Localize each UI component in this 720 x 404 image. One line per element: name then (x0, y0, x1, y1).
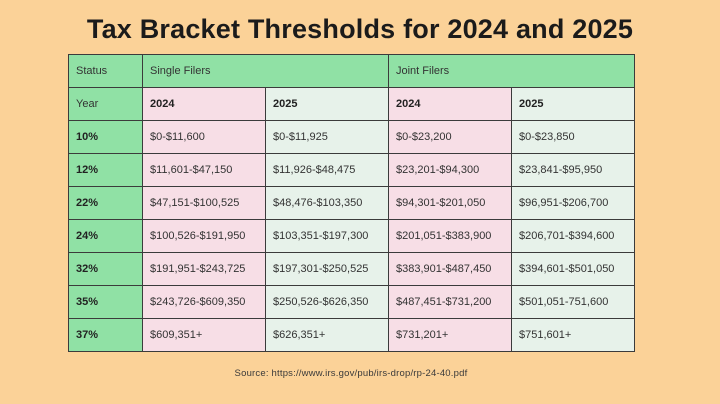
source-note: Source: https://www.irs.gov/pub/irs-drop… (234, 368, 468, 379)
value-cell: $47,151-$100,525 (142, 186, 266, 220)
table-row-37pct: 37% $609,351+ $626,351+ $731,201+ $751,6… (68, 318, 635, 352)
value-cell: $0-$23,200 (388, 120, 512, 154)
table-row-10pct: 10% $0-$11,600 $0-$11,925 $0-$23,200 $0-… (68, 120, 635, 154)
value-cell: $394,601-$501,050 (511, 252, 635, 286)
value-cell: $0-$23,850 (511, 120, 635, 154)
value-cell: $100,526-$191,950 (142, 219, 266, 253)
table-row-12pct: 12% $11,601-$47,150 $11,926-$48,475 $23,… (68, 153, 635, 187)
value-cell: $23,201-$94,300 (388, 153, 512, 187)
value-cell: $609,351+ (142, 318, 266, 352)
page-title: Tax Bracket Thresholds for 2024 and 2025 (86, 14, 634, 44)
table-row-24pct: 24% $100,526-$191,950 $103,351-$197,300 … (68, 219, 635, 253)
value-cell: $11,601-$47,150 (142, 153, 266, 187)
rate-cell: 32% (68, 252, 143, 286)
value-cell: $206,701-$394,600 (511, 219, 635, 253)
year-cell-single-2024: 2024 (142, 87, 266, 121)
value-cell: $11,926-$48,475 (265, 153, 389, 187)
table-row-22pct: 22% $47,151-$100,525 $48,476-$103,350 $9… (68, 186, 635, 220)
value-cell: $0-$11,600 (142, 120, 266, 154)
value-cell: $96,951-$206,700 (511, 186, 635, 220)
value-cell: $103,351-$197,300 (265, 219, 389, 253)
joint-filers-header-cell: Joint Filers (388, 54, 635, 88)
value-cell: $383,901-$487,450 (388, 252, 512, 286)
status-header-cell: Status (68, 54, 143, 88)
rate-cell: 22% (68, 186, 143, 220)
value-cell: $191,951-$243,725 (142, 252, 266, 286)
value-cell: $243,726-$609,350 (142, 285, 266, 319)
group-header-row: Status Single Filers Joint Filers (68, 54, 635, 88)
value-cell: $0-$11,925 (265, 120, 389, 154)
year-cell-joint-2025: 2025 (511, 87, 635, 121)
value-cell: $250,526-$626,350 (265, 285, 389, 319)
single-filers-header-cell: Single Filers (142, 54, 389, 88)
value-cell: $626,351+ (265, 318, 389, 352)
value-cell: $48,476-$103,350 (265, 186, 389, 220)
value-cell: $731,201+ (388, 318, 512, 352)
value-cell: $501,051-751,600 (511, 285, 635, 319)
table-row-32pct: 32% $191,951-$243,725 $197,301-$250,525 … (68, 252, 635, 286)
value-cell: $94,301-$201,050 (388, 186, 512, 220)
year-header-row: Year 2024 2025 2024 2025 (68, 87, 635, 121)
rate-cell: 37% (68, 318, 143, 352)
value-cell: $197,301-$250,525 (265, 252, 389, 286)
rate-cell: 24% (68, 219, 143, 253)
value-cell: $23,841-$95,950 (511, 153, 635, 187)
source-note-container: Source: https://www.irs.gov/pub/irs-drop… (68, 363, 634, 381)
rate-cell: 35% (68, 285, 143, 319)
value-cell: $201,051-$383,900 (388, 219, 512, 253)
table-row-35pct: 35% $243,726-$609,350 $250,526-$626,350 … (68, 285, 635, 319)
value-cell: $751,601+ (511, 318, 635, 352)
value-cell: $487,451-$731,200 (388, 285, 512, 319)
year-cell-joint-2024: 2024 (388, 87, 512, 121)
year-label-cell: Year (68, 87, 143, 121)
rate-cell: 10% (68, 120, 143, 154)
year-cell-single-2025: 2025 (265, 87, 389, 121)
rate-cell: 12% (68, 153, 143, 187)
tax-bracket-table: Status Single Filers Joint Filers Year 2… (68, 54, 635, 352)
